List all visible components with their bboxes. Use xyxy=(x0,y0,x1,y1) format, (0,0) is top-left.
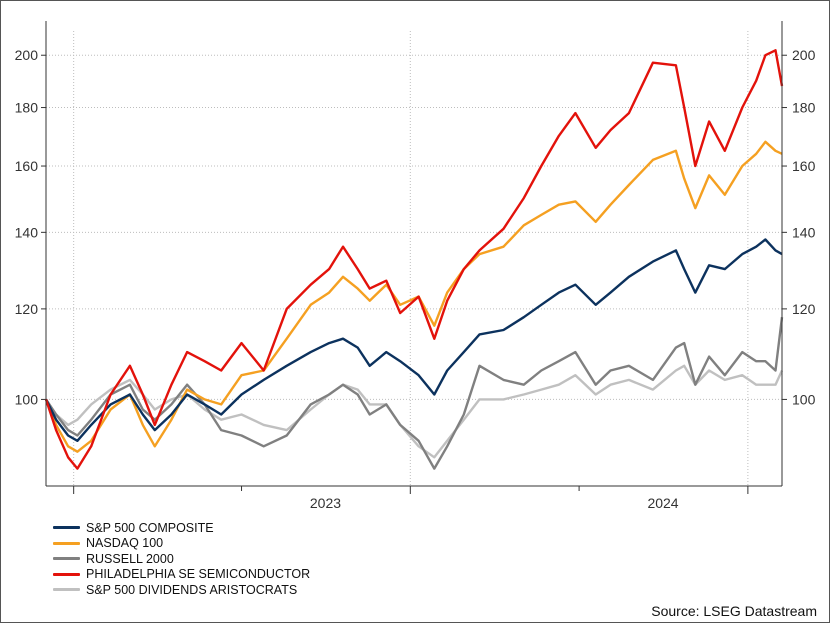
x-tick-label: 2023 xyxy=(310,495,341,511)
y-tick-label-right: 160 xyxy=(792,158,816,174)
legend-swatch xyxy=(53,526,80,530)
legend-label: S&P 500 DIVIDENDS ARISTOCRATS xyxy=(86,582,298,597)
y-tick-label-left: 120 xyxy=(15,301,39,317)
y-tick-label-left: 200 xyxy=(15,47,39,63)
legend-label: S&P 500 COMPOSITE xyxy=(86,520,214,535)
legend-item: NASDAQ 100 xyxy=(53,536,310,552)
series-line-0 xyxy=(44,238,783,442)
y-tick-label-left: 180 xyxy=(15,100,39,116)
y-tick-label-right: 120 xyxy=(792,301,816,317)
y-tick-label-right: 140 xyxy=(792,224,816,240)
series-line-3 xyxy=(44,49,784,470)
source-note: Source: LSEG Datastream xyxy=(651,603,817,619)
legend-item: PHILADELPHIA SE SEMICONDUCTOR xyxy=(53,567,310,583)
legend-item: RUSSELL 2000 xyxy=(53,551,310,567)
y-tick-label-left: 160 xyxy=(15,158,39,174)
x-tick-label: 2024 xyxy=(647,495,678,511)
y-tick-label-right: 100 xyxy=(792,391,816,407)
y-tick-label-right: 200 xyxy=(792,47,816,63)
legend-label: RUSSELL 2000 xyxy=(86,551,174,566)
series-line-4 xyxy=(45,364,784,459)
legend-label: PHILADELPHIA SE SEMICONDUCTOR xyxy=(86,567,311,582)
legend-item: S&P 500 COMPOSITE xyxy=(53,520,310,536)
legend-label: NASDAQ 100 xyxy=(86,536,164,551)
y-tick-label-left: 100 xyxy=(15,391,39,407)
legend-swatch xyxy=(53,541,80,545)
legend: S&P 500 COMPOSITE NASDAQ 100 RUSSELL 2000 P… xyxy=(53,520,310,598)
legend-swatch xyxy=(53,557,80,561)
legend-swatch xyxy=(53,572,80,576)
legend-item: S&P 500 DIVIDENDS ARISTOCRATS xyxy=(53,582,310,598)
y-tick-label-right: 180 xyxy=(792,100,816,116)
legend-swatch xyxy=(53,588,80,592)
series-line-1 xyxy=(44,140,783,453)
y-tick-label-left: 140 xyxy=(15,224,39,240)
